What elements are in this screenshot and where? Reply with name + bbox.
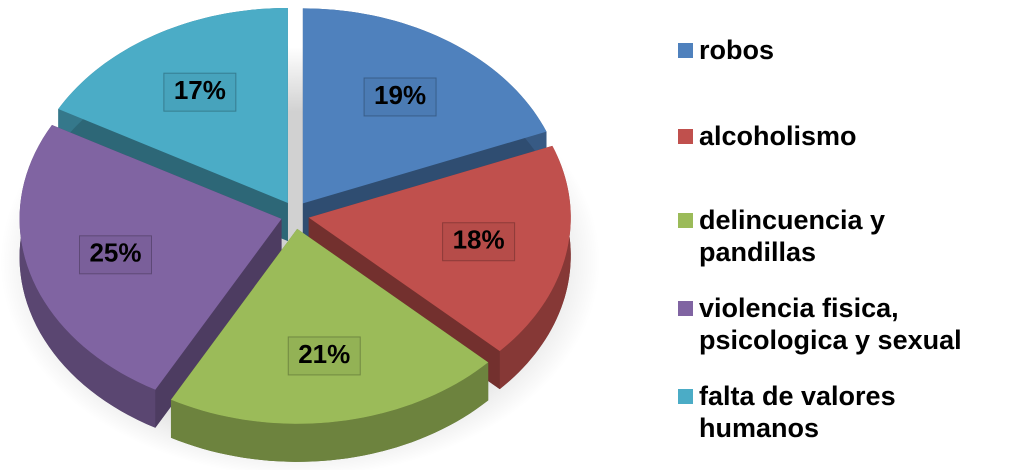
data-label: 19% <box>374 80 426 110</box>
legend-swatch <box>678 43 693 58</box>
legend-swatch <box>678 129 693 144</box>
legend-item: violencia fisica, psicologica y sexual <box>678 292 1008 356</box>
legend-item: falta de valores humanos <box>678 380 1008 444</box>
legend-item: alcoholismo <box>678 120 1008 152</box>
label-box <box>163 72 237 112</box>
legend-label: violencia fisica, psicologica y sexual <box>699 293 962 355</box>
legend-swatch <box>678 301 693 316</box>
legend-label: alcoholismo <box>699 121 857 151</box>
slice <box>308 145 571 352</box>
label-box <box>287 336 361 376</box>
data-label: 17% <box>174 75 226 105</box>
label-box <box>79 235 153 275</box>
data-label: 21% <box>298 339 350 369</box>
legend-label: delincuencia y pandillas <box>699 205 886 267</box>
slice-side <box>499 145 571 390</box>
legend-item: robos <box>678 34 1008 66</box>
legend-swatch <box>678 213 693 228</box>
legend-label: falta de valores humanos <box>699 381 896 443</box>
label-box <box>363 77 437 117</box>
slice-side <box>170 362 489 462</box>
slice <box>170 228 489 424</box>
slice-wall <box>155 218 282 428</box>
label-box <box>442 222 516 262</box>
legend-item: delincuencia y pandillas <box>678 204 1008 268</box>
slice-side <box>19 124 156 428</box>
legend-swatch <box>678 389 693 404</box>
data-label: 18% <box>453 225 505 255</box>
data-label: 25% <box>89 238 141 268</box>
legend-label: robos <box>699 35 775 65</box>
